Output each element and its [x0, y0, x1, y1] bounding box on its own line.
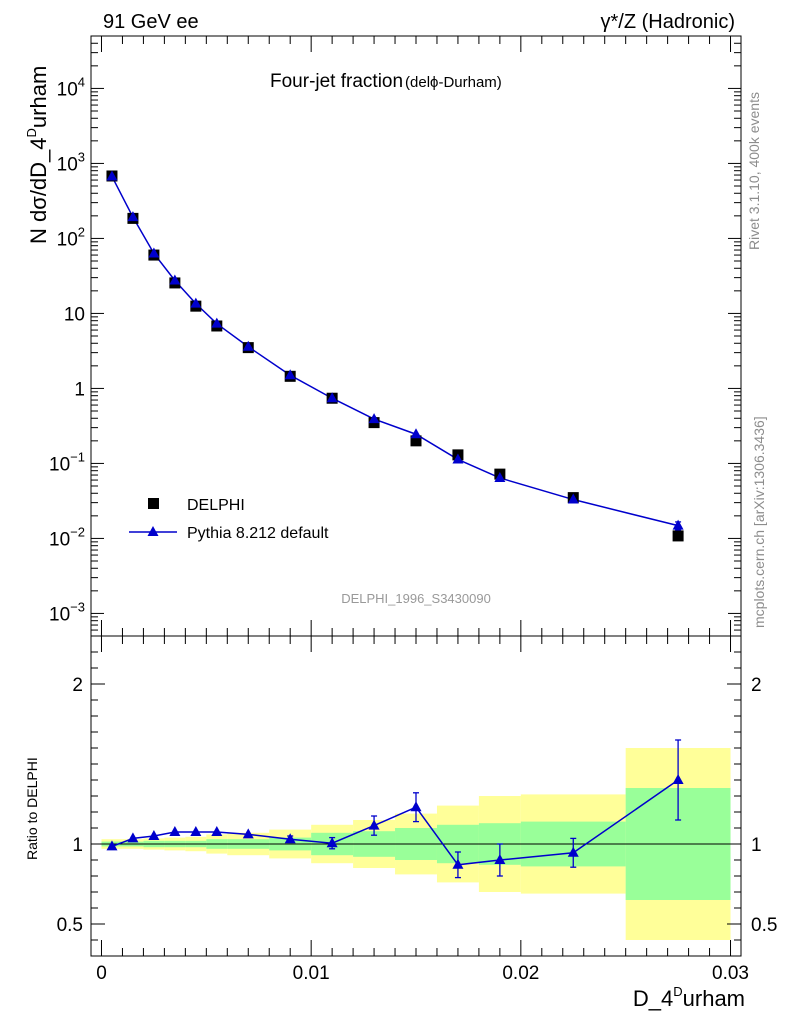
- header-left: 91 GeV ee: [103, 11, 199, 33]
- mc-point: [494, 471, 506, 482]
- mc-point: [127, 211, 139, 222]
- ratio-ytick-label-0: 0.5: [57, 915, 83, 936]
- legend-label-delphi: DELPHI: [187, 497, 245, 514]
- legend-label-pythia: Pythia 8.212 default: [187, 525, 329, 542]
- mc-point: [106, 170, 118, 181]
- main-ytick-label-4: 10: [64, 304, 85, 325]
- ratio-point: [494, 854, 506, 864]
- ratio-point: [190, 826, 202, 836]
- ratio-ytick-label-right-2: 2: [751, 675, 762, 696]
- main-ytick-label-7: 104: [57, 74, 85, 100]
- ratio-point: [326, 837, 338, 848]
- main-series: [106, 170, 684, 542]
- ratio-point: [242, 828, 254, 839]
- ratio-series: [106, 739, 684, 879]
- mc-point: [284, 369, 296, 380]
- ratio-point: [106, 840, 118, 851]
- xtick-label-0: 0: [96, 963, 107, 984]
- mc-point: [410, 428, 422, 439]
- mc-point: [567, 493, 579, 504]
- ratio-point: [169, 826, 181, 836]
- main-ytick-label-3: 1: [74, 379, 85, 400]
- ratio-point: [452, 858, 464, 869]
- main-ticks: 10−3 10−2 10−1 1 10 102 103 104: [49, 35, 741, 637]
- chart-title: Four-jet fraction (delϕ-Durham): [270, 71, 502, 92]
- x-axis-label: D_4Durham: [633, 984, 745, 1011]
- ratio-point: [127, 832, 139, 843]
- data-point: [410, 435, 422, 447]
- mc-point: [452, 453, 464, 464]
- ratio-point: [410, 801, 422, 812]
- mc-point: [190, 297, 202, 308]
- xtick-label-2: 0.02: [502, 963, 539, 984]
- ratio-point: [567, 846, 579, 857]
- mcplots-info: mcplots.cern.ch [arXiv:1306.3436]: [751, 416, 767, 628]
- main-ytick-label-0: 10−3: [49, 599, 85, 625]
- xtick-label-1: 0.01: [293, 963, 330, 984]
- xtick-label-3: 0.03: [712, 963, 749, 984]
- ratio-frame: [90, 635, 742, 957]
- header-right: γ*/Z (Hadronic): [601, 11, 735, 33]
- ratio-ylabel: Ratio to DELPHI: [24, 757, 40, 860]
- analysis-label: DELPHI_1996_S3430090: [341, 591, 491, 606]
- ratio-bands: [91, 748, 741, 940]
- ratio-point: [211, 826, 223, 836]
- ratio-ytick-label-right-1: 1: [751, 835, 762, 856]
- main-ylabel: N dσ/dD_4Durham: [24, 66, 51, 244]
- ratio-ytick-label-2: 2: [72, 675, 83, 696]
- mc-point: [211, 317, 223, 328]
- ratio-point: [284, 833, 296, 844]
- mc-point: [326, 392, 338, 403]
- legend: DELPHI Pythia 8.212 default: [129, 497, 329, 542]
- mc-point: [169, 274, 181, 285]
- mc-line: [111, 176, 679, 527]
- main-ytick-label-2: 10−1: [49, 449, 85, 475]
- ratio-ytick-label-1: 1: [72, 835, 83, 856]
- ratio-point: [148, 830, 160, 840]
- mc-point: [148, 247, 160, 258]
- main-ytick-label-5: 102: [57, 224, 85, 250]
- mc-point: [242, 340, 254, 351]
- ratio-point: [368, 819, 380, 830]
- mc-point: [368, 413, 380, 424]
- rivet-info: Rivet 3.1.10, 400k events: [746, 92, 762, 250]
- ratio-point: [672, 774, 684, 784]
- mc-point: [672, 519, 684, 530]
- ratio-ticks: 0.5 0.5 1 1 2 2 0 0.01 0.02 0.03: [57, 635, 777, 984]
- main-frame: [90, 35, 742, 637]
- legend-marker-delphi: [148, 498, 159, 509]
- main-ytick-label-6: 103: [57, 149, 85, 175]
- legend-marker-pythia: [147, 526, 159, 536]
- ratio-ytick-label-right-0: 0.5: [751, 915, 777, 936]
- main-ytick-label-1: 10−2: [49, 524, 85, 550]
- data-point: [672, 530, 684, 542]
